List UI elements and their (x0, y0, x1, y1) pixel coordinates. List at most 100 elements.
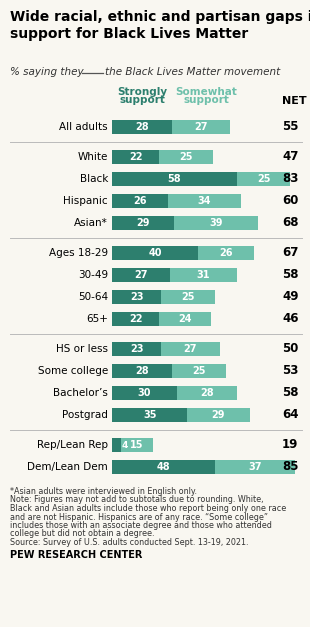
FancyBboxPatch shape (121, 438, 153, 452)
Text: 28: 28 (135, 122, 149, 132)
Text: 25: 25 (257, 174, 270, 184)
Text: 30-49: 30-49 (78, 270, 108, 280)
Text: 83: 83 (282, 172, 298, 186)
FancyBboxPatch shape (215, 460, 295, 474)
Text: support: support (184, 95, 229, 105)
Text: Bachelor’s: Bachelor’s (53, 388, 108, 398)
FancyBboxPatch shape (170, 268, 237, 282)
Text: Note: Figures may not add to subtotals due to rounding. White,: Note: Figures may not add to subtotals d… (10, 495, 264, 505)
FancyBboxPatch shape (159, 150, 213, 164)
Text: 27: 27 (134, 270, 148, 280)
Text: 50-64: 50-64 (78, 292, 108, 302)
Text: 60: 60 (282, 194, 298, 208)
FancyBboxPatch shape (112, 216, 174, 230)
FancyBboxPatch shape (112, 120, 172, 134)
Text: 25: 25 (179, 152, 193, 162)
Text: 58: 58 (282, 268, 299, 282)
Text: 58: 58 (282, 386, 299, 399)
FancyBboxPatch shape (112, 194, 168, 208)
Text: 40: 40 (148, 248, 162, 258)
Text: 67: 67 (282, 246, 298, 260)
Text: and are not Hispanic. Hispanics are of any race. “Some college”: and are not Hispanic. Hispanics are of a… (10, 512, 268, 522)
Text: 85: 85 (282, 460, 299, 473)
FancyBboxPatch shape (159, 312, 211, 326)
Text: Some college: Some college (38, 366, 108, 376)
FancyBboxPatch shape (172, 364, 226, 378)
FancyBboxPatch shape (168, 194, 241, 208)
Text: 27: 27 (184, 344, 197, 354)
Text: All adults: All adults (60, 122, 108, 132)
Text: 23: 23 (130, 344, 144, 354)
FancyBboxPatch shape (112, 246, 198, 260)
Text: NET: NET (282, 96, 307, 106)
FancyBboxPatch shape (112, 342, 162, 356)
FancyBboxPatch shape (176, 386, 237, 400)
FancyBboxPatch shape (112, 364, 172, 378)
Text: 65+: 65+ (86, 314, 108, 324)
Text: 26: 26 (219, 248, 233, 258)
FancyBboxPatch shape (112, 290, 162, 304)
Text: 15: 15 (130, 440, 144, 450)
Text: 34: 34 (198, 196, 211, 206)
Text: 39: 39 (210, 218, 223, 228)
Text: Postgrad: Postgrad (62, 410, 108, 420)
FancyBboxPatch shape (112, 312, 159, 326)
Text: 68: 68 (282, 216, 299, 229)
FancyBboxPatch shape (237, 172, 290, 186)
FancyBboxPatch shape (112, 150, 159, 164)
FancyBboxPatch shape (112, 172, 237, 186)
Text: Wide racial, ethnic and partisan gaps in
support for Black Lives Matter: Wide racial, ethnic and partisan gaps in… (10, 10, 310, 41)
Text: Source: Survey of U.S. adults conducted Sept. 13-19, 2021.: Source: Survey of U.S. adults conducted … (10, 538, 249, 547)
Text: Strongly: Strongly (117, 87, 167, 97)
Text: 47: 47 (282, 150, 298, 164)
Text: 49: 49 (282, 290, 299, 303)
Text: includes those with an associate degree and those who attended: includes those with an associate degree … (10, 521, 272, 530)
FancyBboxPatch shape (112, 438, 121, 452)
Text: college but did not obtain a degree.: college but did not obtain a degree. (10, 529, 154, 539)
FancyBboxPatch shape (198, 246, 254, 260)
Text: 55: 55 (282, 120, 299, 134)
Text: 28: 28 (200, 388, 213, 398)
Text: 28: 28 (135, 366, 149, 376)
FancyBboxPatch shape (112, 460, 215, 474)
Text: Black: Black (80, 174, 108, 184)
FancyBboxPatch shape (112, 386, 176, 400)
Text: Asian*: Asian* (74, 218, 108, 228)
Text: 24: 24 (178, 314, 192, 324)
Text: support: support (119, 95, 165, 105)
Text: 46: 46 (282, 312, 299, 325)
FancyBboxPatch shape (162, 342, 219, 356)
Text: 25: 25 (192, 366, 206, 376)
Text: 29: 29 (212, 410, 225, 420)
FancyBboxPatch shape (112, 408, 187, 422)
Text: 37: 37 (248, 462, 262, 472)
Text: 22: 22 (129, 152, 142, 162)
Text: 26: 26 (133, 196, 147, 206)
Text: 64: 64 (282, 409, 299, 421)
Text: PEW RESEARCH CENTER: PEW RESEARCH CENTER (10, 551, 142, 561)
Text: 27: 27 (194, 122, 208, 132)
Text: White: White (78, 152, 108, 162)
Text: 53: 53 (282, 364, 298, 377)
Text: 31: 31 (197, 270, 210, 280)
FancyBboxPatch shape (187, 408, 250, 422)
FancyBboxPatch shape (172, 120, 230, 134)
Text: 22: 22 (129, 314, 142, 324)
Text: 58: 58 (167, 174, 181, 184)
Text: HS or less: HS or less (56, 344, 108, 354)
Text: Black and Asian adults include those who report being only one race: Black and Asian adults include those who… (10, 504, 286, 513)
Text: 30: 30 (138, 388, 151, 398)
Text: 48: 48 (157, 462, 171, 472)
Text: 19: 19 (282, 438, 298, 451)
FancyBboxPatch shape (174, 216, 258, 230)
Text: *Asian adults were interviewed in English only.: *Asian adults were interviewed in Englis… (10, 487, 197, 496)
Text: 29: 29 (136, 218, 150, 228)
Text: Dem/Lean Dem: Dem/Lean Dem (27, 462, 108, 472)
Text: Rep/Lean Rep: Rep/Lean Rep (37, 440, 108, 450)
Text: 4: 4 (122, 441, 128, 450)
Text: 23: 23 (130, 292, 144, 302)
Text: Hispanic: Hispanic (63, 196, 108, 206)
Text: 35: 35 (143, 410, 156, 420)
FancyBboxPatch shape (112, 268, 170, 282)
FancyBboxPatch shape (162, 290, 215, 304)
